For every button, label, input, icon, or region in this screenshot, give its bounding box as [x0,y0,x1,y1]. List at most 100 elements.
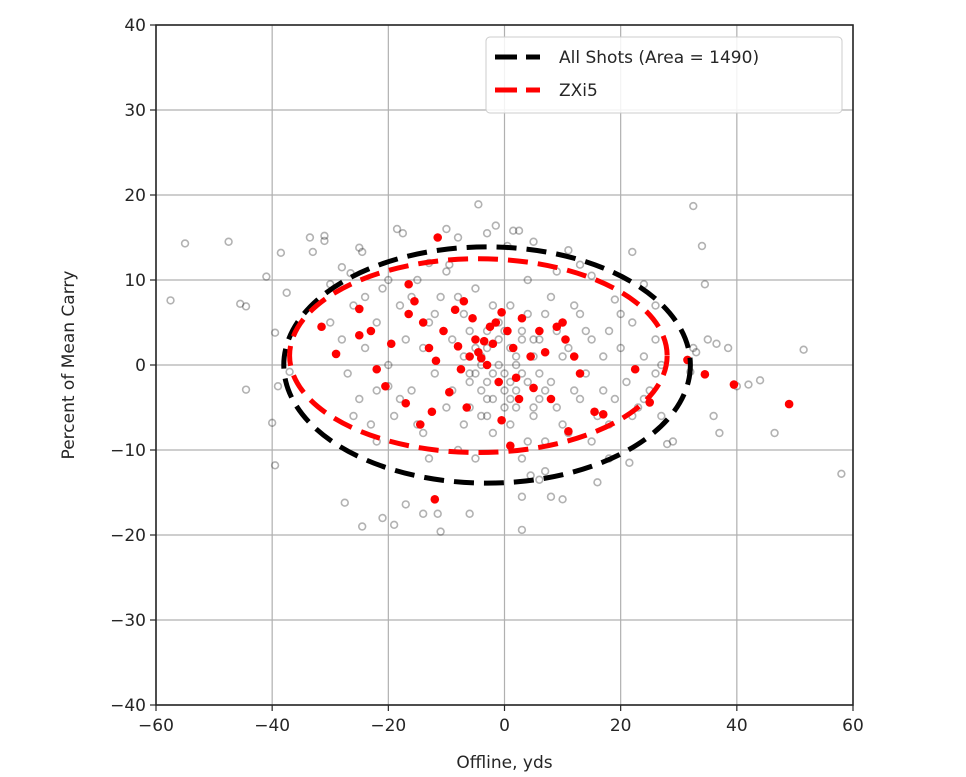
data-point-all-shots [712,339,721,348]
data-point-all-shots [482,343,492,353]
data-point-all-shots [395,301,405,310]
data-point-all-shots [378,513,387,523]
data-point-all-shots [540,309,550,319]
data-point-zxi5 [491,318,501,327]
data-point-zxi5 [386,339,396,349]
data-point-all-shots [477,386,486,395]
y-tick-label: 10 [124,271,146,291]
data-point-all-shots [482,411,492,421]
data-point-all-shots [529,403,538,412]
data-point-zxi5 [508,343,518,353]
data-point-all-shots [236,299,245,308]
data-point-all-shots [488,394,498,404]
data-point-all-shots [340,498,349,507]
y-tick-label: 20 [124,186,146,206]
data-point-zxi5 [404,279,413,289]
data-point-all-shots [372,386,381,395]
data-point-all-shots [267,418,277,427]
data-point-all-shots [697,241,707,251]
data-point-all-shots [488,428,498,438]
data-point-all-shots [418,428,428,438]
data-point-all-shots [511,403,521,412]
x-tick-label: 20 [610,716,632,736]
data-point-all-shots [320,236,329,246]
data-point-all-shots [689,201,698,211]
data-point-all-shots [546,377,556,387]
y-tick-label: 40 [124,16,146,36]
x-tick-label: 0 [499,716,510,736]
data-point-all-shots [326,318,335,327]
data-point-all-shots [569,386,579,395]
data-point-all-shots [494,335,503,344]
data-point-all-shots [401,335,410,344]
data-point-zxi5 [439,326,448,336]
data-point-all-shots [540,467,550,476]
data-point-all-shots [357,247,367,257]
data-point-zxi5 [564,427,573,436]
data-point-all-shots [837,469,846,478]
data-point-zxi5 [372,364,382,374]
data-point-all-shots [540,386,550,395]
data-point-all-shots [700,280,710,289]
data-point-zxi5 [415,420,425,429]
data-point-all-shots [357,522,367,531]
data-point-all-shots [517,525,527,535]
data-point-all-shots [442,403,451,412]
data-point-zxi5 [427,407,437,417]
data-point-all-shots [285,367,294,376]
data-point-zxi5 [450,305,460,315]
data-point-zxi5 [424,343,434,353]
data-point-all-shots [442,267,451,276]
data-point-zxi5 [410,296,419,306]
data-point-all-shots [511,386,521,395]
data-point-all-shots [343,369,352,378]
data-point-all-shots [224,237,233,246]
data-point-all-shots [433,509,442,518]
y-tick-label: −30 [110,611,146,631]
data-point-all-shots [305,233,315,242]
data-point-all-shots [465,369,474,378]
data-point-all-shots [587,271,596,280]
data-point-zxi5 [558,318,567,327]
data-point-all-shots [337,335,347,344]
data-point-all-shots [691,348,701,357]
data-point-all-shots [389,520,399,529]
data-point-zxi5 [433,233,443,242]
data-point-all-shots [509,226,518,235]
data-point-all-shots [453,233,463,242]
data-point-all-shots [523,437,532,446]
ellipse-zxi5 [287,256,670,456]
grid-lines [155,24,854,706]
data-point-zxi5 [445,387,454,397]
data-point-zxi5 [418,318,428,327]
data-point-all-shots [523,377,532,387]
data-point-all-shots [511,352,521,361]
data-point-zxi5 [526,352,535,361]
data-point-all-shots [523,275,532,285]
data-point-all-shots [622,377,631,387]
all-shots-points [166,200,846,536]
data-point-all-shots [407,386,416,395]
data-point-all-shots [517,492,527,501]
data-point-all-shots [657,411,666,421]
data-point-all-shots [241,302,251,311]
data-point-zxi5 [482,360,492,370]
data-point-zxi5 [598,410,608,419]
data-point-all-shots [413,275,422,285]
data-point-all-shots [546,292,556,302]
data-point-all-shots [625,458,634,467]
legend-label-all-shots: All Shots (Area = 1490) [559,48,759,68]
data-point-all-shots [320,231,329,241]
data-point-all-shots [564,343,573,353]
data-point-all-shots [517,335,527,344]
data-point-all-shots [506,377,515,387]
data-point-zxi5 [630,364,640,374]
data-point-all-shots [628,318,637,327]
data-point-all-shots [471,454,480,463]
y-tick-label: −40 [110,696,146,716]
data-point-all-shots [599,352,608,361]
data-point-all-shots [506,420,515,429]
data-point-all-shots [723,343,733,353]
